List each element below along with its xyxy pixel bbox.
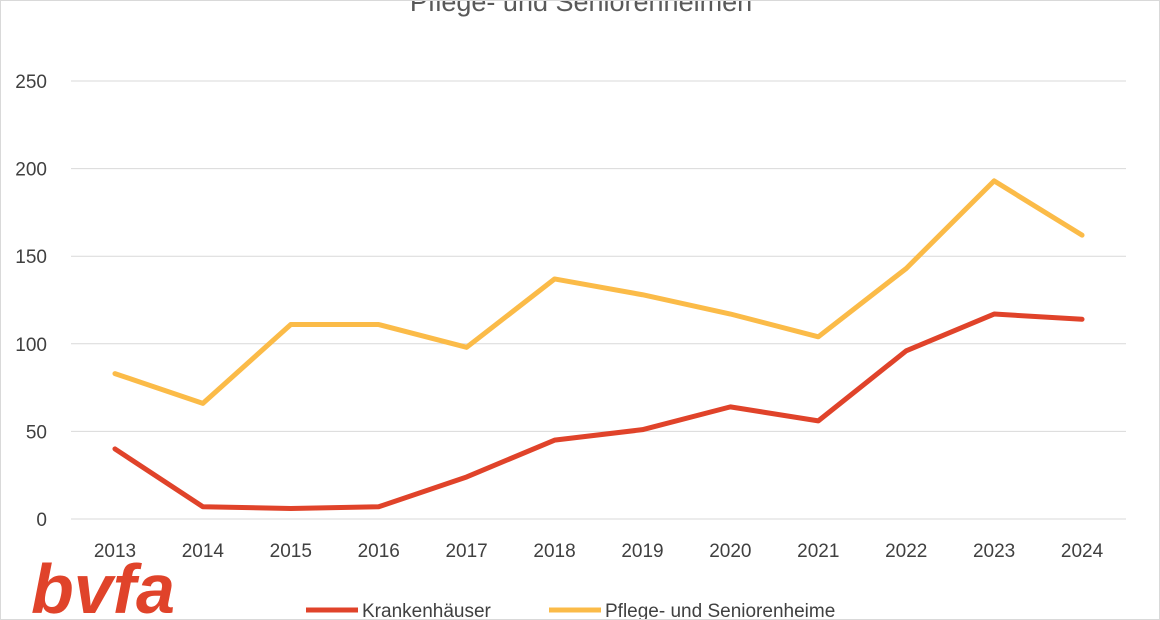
- data-point: [640, 292, 645, 297]
- x-tick-label: 2022: [885, 541, 927, 562]
- data-point: [1080, 317, 1085, 322]
- data-point: [728, 312, 733, 317]
- y-tick-label: 200: [15, 160, 47, 181]
- legend-label: Pflege- und Seniorenheime: [605, 601, 835, 619]
- data-point: [992, 178, 997, 183]
- y-tick-label: 100: [15, 335, 47, 356]
- x-tick-label: 2019: [621, 541, 663, 562]
- x-tick-label: 2015: [270, 541, 312, 562]
- x-tick-label: 2017: [445, 541, 487, 562]
- x-tick-label: 2023: [973, 541, 1015, 562]
- series-line-1: [112, 178, 1085, 406]
- data-point: [640, 427, 645, 432]
- x-axis-ticks: 2013 2014 2015 2016 2017 2018 2019 2020 2021 2022…: [94, 541, 1104, 562]
- data-point: [112, 371, 117, 376]
- x-tick-label: 2021: [797, 541, 839, 562]
- y-tick-label: 50: [26, 422, 47, 443]
- data-point: [112, 446, 117, 451]
- data-point: [200, 401, 205, 406]
- x-tick-label: 2014: [182, 541, 225, 562]
- y-axis-ticks: 0 50 100 150 200 250: [15, 72, 47, 531]
- data-point: [288, 322, 293, 327]
- data-point: [200, 504, 205, 509]
- data-point: [816, 418, 821, 423]
- legend: Krankenhäuser Pflege- und Seniorenheime: [306, 601, 835, 619]
- data-point: [464, 474, 469, 479]
- x-tick-label: 2013: [94, 541, 136, 562]
- x-tick-label: 2018: [533, 541, 575, 562]
- series-lines: [112, 178, 1085, 511]
- y-tick-label: 0: [36, 510, 47, 531]
- data-point: [904, 348, 909, 353]
- legend-label: Krankenhäuser: [362, 601, 492, 619]
- data-point: [552, 438, 557, 443]
- data-point: [728, 404, 733, 409]
- data-point: [376, 322, 381, 327]
- series-line-0: [112, 311, 1085, 511]
- data-point: [288, 506, 293, 511]
- data-point: [992, 312, 997, 317]
- data-point: [904, 266, 909, 271]
- chart-title: Pflege- und Seniorenheimen: [410, 1, 752, 17]
- data-point: [464, 345, 469, 350]
- data-point: [816, 334, 821, 339]
- x-tick-label: 2020: [709, 541, 751, 562]
- data-point: [1080, 233, 1085, 238]
- bvfa-logo: bvfa: [31, 550, 175, 619]
- x-tick-label: 2024: [1061, 541, 1104, 562]
- data-point: [552, 276, 557, 281]
- y-tick-label: 150: [15, 247, 47, 268]
- data-point: [376, 504, 381, 509]
- y-tick-label: 250: [15, 72, 47, 93]
- x-tick-label: 2016: [358, 541, 400, 562]
- gridlines: [71, 80, 1126, 520]
